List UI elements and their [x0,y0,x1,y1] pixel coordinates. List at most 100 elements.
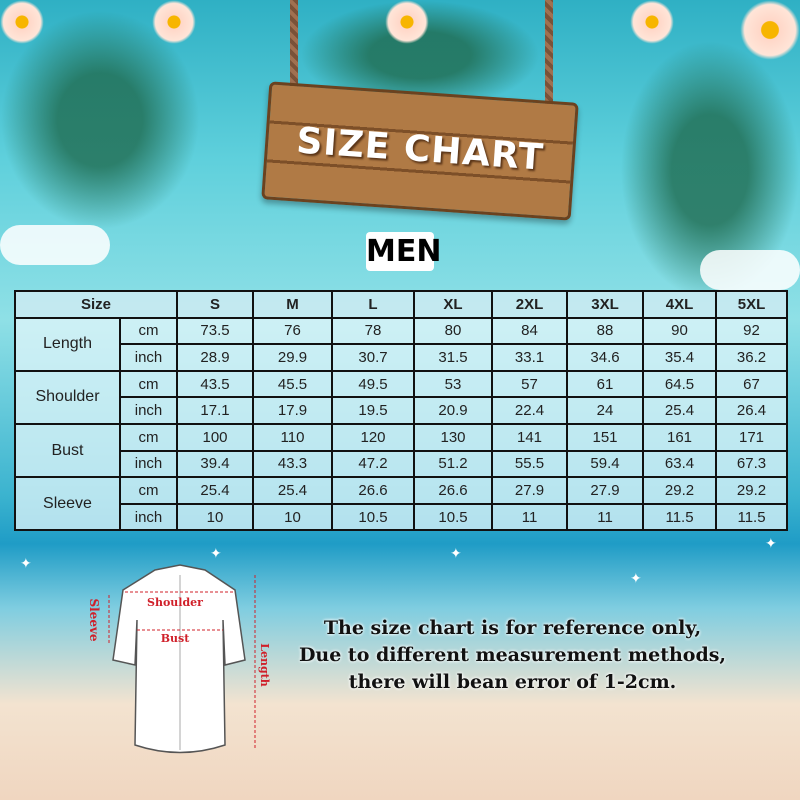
table-cell: 33.1 [491,343,569,372]
table-cell: 110 [252,422,334,452]
table-cell: 36.2 [715,343,789,372]
table-cell: 88 [566,316,645,346]
table-cell: 43.3 [252,449,334,479]
table-cell: 53 [413,369,494,399]
note-line: Due to different measurement methods, [298,644,727,666]
table-cell: 84 [491,316,569,346]
rope-decoration [545,0,553,125]
table-cell: 10 [176,502,255,532]
flower-decoration [152,0,196,44]
table-cell: 26.6 [331,476,416,505]
measure-label: Bust [14,422,121,479]
unit-label: cm [118,422,179,452]
rope-decoration [290,0,298,105]
size-col: S [176,290,255,319]
table-cell: 130 [413,422,494,452]
size-col: M [252,290,334,319]
size-col: XL [413,290,494,319]
table-cell: 67 [715,369,789,399]
table-cell: 29.2 [642,476,718,505]
table-cell: 34.6 [566,343,645,372]
table-cell: 25.4 [252,476,334,505]
sparkle-decoration: ✦ [630,570,642,586]
unit-label: cm [118,476,179,505]
unit-label: inch [118,449,179,479]
size-col: 4XL [642,290,718,319]
cloud-decoration [0,225,110,265]
table-cell: 90 [642,316,718,346]
flower-decoration [0,0,44,44]
table-cell: 31.5 [413,343,494,372]
size-col: 3XL [566,290,645,319]
table-cell: 17.9 [252,396,334,425]
table-cell: 51.2 [413,449,494,479]
sparkle-decoration: ✦ [450,545,462,561]
table-row: inch 39.4 43.3 47.2 51.2 55.5 59.4 63.4 67.3 [15,449,789,479]
unit-label: inch [118,343,179,372]
table-cell: 45.5 [252,369,334,399]
size-table: Size S M L XL 2XL 3XL 4XL 5XL Length cm 73… [13,290,789,532]
table-cell: 73.5 [176,316,255,346]
table-row: inch 10 10 10.5 10.5 11 11 11.5 11.5 [15,502,789,532]
table-cell: 28.9 [176,343,255,372]
table-row: Bust cm 100 110 120 130 141 151 161 171 [14,422,789,479]
table-cell: 17.1 [176,396,255,425]
table-cell: 25.4 [176,476,255,505]
table-cell: 120 [331,422,416,452]
measure-label: Sleeve [14,476,121,532]
table-cell: 25.4 [642,396,718,425]
unit-label: cm [118,316,179,346]
table-cell: 55.5 [491,449,569,479]
table-cell: 63.4 [642,449,718,479]
table-cell: 10 [252,502,334,532]
category-label: MEN [366,232,442,271]
table-row: inch 17.1 17.9 19.5 20.9 22.4 24 25.4 26.4 [15,396,789,425]
table-cell: 59.4 [566,449,645,479]
table-cell: 100 [176,422,255,452]
table-cell: 67.3 [715,449,789,479]
table-cell: 161 [642,422,718,452]
sparkle-decoration: ✦ [210,545,222,561]
table-cell: 57 [491,369,569,399]
table-cell: 22.4 [491,396,569,425]
table-cell: 11 [491,502,569,532]
table-cell: 20.9 [413,396,494,425]
measure-label: Shoulder [14,369,121,425]
cloud-decoration [700,250,800,290]
table-cell: 43.5 [176,369,255,399]
table-row: Length cm 73.5 76 78 80 84 88 90 92 [14,316,789,372]
table-cell: 141 [491,422,569,452]
flower-decoration [630,0,674,44]
table-cell: 64.5 [642,369,718,399]
table-cell: 27.9 [491,476,569,505]
sparkle-decoration: ✦ [765,535,777,551]
table-cell: 76 [252,316,334,346]
table-cell: 10.5 [331,502,416,532]
table-cell: 30.7 [331,343,416,372]
table-cell: 11.5 [642,502,718,532]
table-row: Sleeve cm 25.4 25.4 26.6 26.6 27.9 27.9 29.2 29.2 [14,476,789,532]
sleeve-label: Sleeve [87,598,101,641]
table-cell: 171 [715,422,789,452]
table-cell: 151 [566,422,645,452]
table-cell: 92 [715,316,789,346]
unit-label: inch [118,396,179,425]
length-label: Length [258,643,270,687]
unit-label: inch [118,502,179,532]
table-cell: 26.6 [413,476,494,505]
bust-label: Bust [161,632,190,645]
shirt-icon [112,564,246,754]
table-cell: 47.2 [331,449,416,479]
table-cell: 11 [566,502,645,532]
table-header-row: Size S M L XL 2XL 3XL 4XL 5XL [13,290,789,319]
table-cell: 26.4 [715,396,789,425]
table-row: inch 28.9 29.9 30.7 31.5 33.1 34.6 35.4 36.2 [15,343,789,372]
palm-leaf-decoration [0,10,200,230]
size-header: Size [13,290,179,319]
page-title: SIZE CHART [295,120,546,179]
table-cell: 27.9 [566,476,645,505]
table-cell: 29.2 [715,476,789,505]
table-cell: 49.5 [331,369,416,399]
flower-decoration [740,0,800,60]
unit-label: cm [118,369,179,399]
